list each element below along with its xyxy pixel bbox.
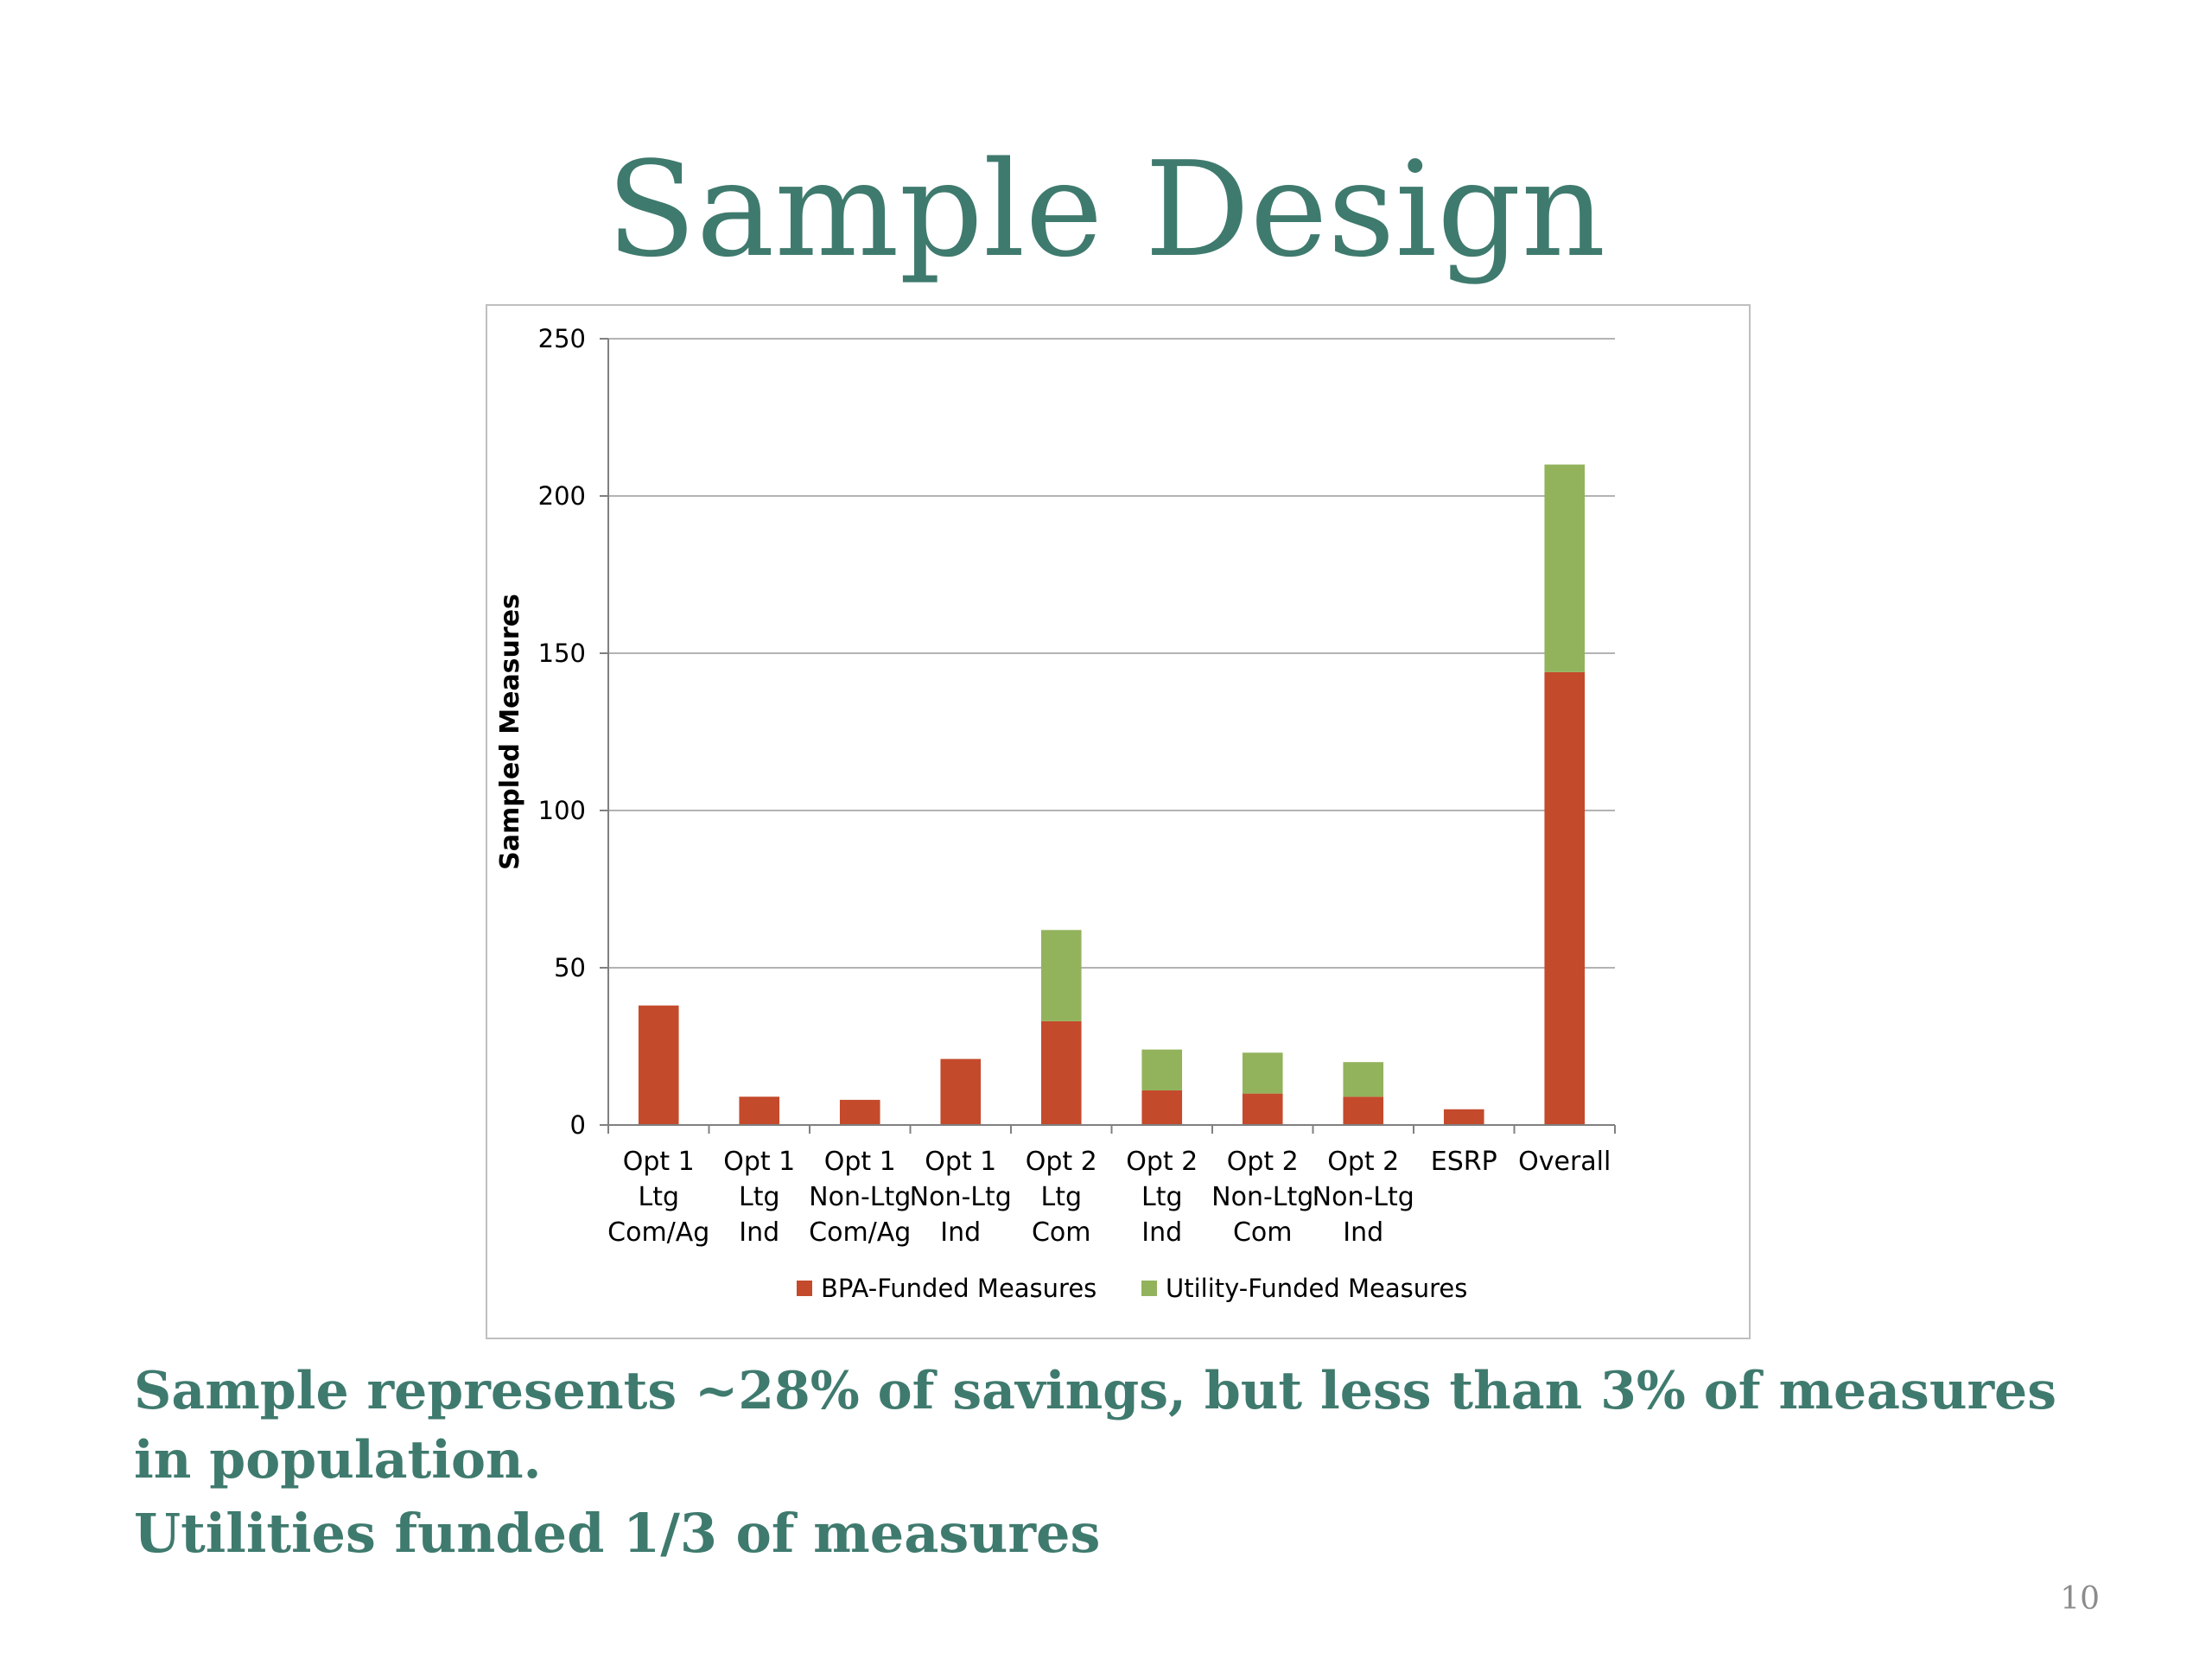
bar-bpa-funded xyxy=(739,1096,780,1125)
bar-bpa-funded xyxy=(1343,1096,1384,1125)
x-tick-label: Opt 2 xyxy=(1227,1147,1299,1177)
x-tick-label: Opt 2 xyxy=(1327,1147,1399,1177)
x-tick-label: Non-Ltg xyxy=(1313,1182,1414,1212)
bar-bpa-funded xyxy=(839,1099,880,1125)
x-tick-label: Non-Ltg xyxy=(809,1182,911,1212)
bar-bpa-funded xyxy=(1242,1093,1283,1125)
x-tick-label: Ind xyxy=(940,1217,981,1248)
legend-label-bpa: BPA-Funded Measures xyxy=(821,1274,1096,1303)
y-tick-label: 100 xyxy=(538,796,586,825)
bar-utility-funded xyxy=(1040,930,1082,1021)
chart-frame: 0 50 100 150 200 250 Opt 1 Ltg Com/Ag Opt 1 Ltg In… xyxy=(486,304,1751,1339)
bar-utility-funded xyxy=(1343,1062,1384,1097)
caption-savings: Sample represents ~28% of savings, but l… xyxy=(134,1361,2057,1491)
y-tick-label: 150 xyxy=(538,639,586,668)
bar-bpa-funded xyxy=(638,1005,679,1125)
y-tick-label: 250 xyxy=(538,324,586,353)
x-tick-label: Non-Ltg xyxy=(1211,1182,1313,1212)
x-tick-label: Com/Ag xyxy=(607,1217,709,1248)
x-tick-label: Com xyxy=(1233,1217,1293,1248)
legend-swatch-utility xyxy=(1141,1281,1157,1296)
x-tick-labels: Opt 1 Ltg Com/Ag Opt 1 Ltg Ind Opt 1 Non-Ltg Com… xyxy=(607,1147,1611,1248)
caption-utilities: Utilities funded 1/3 of measures xyxy=(134,1502,1101,1565)
x-tick-label: Opt 1 xyxy=(824,1147,896,1177)
bar-bpa-funded xyxy=(940,1058,982,1125)
bar-utility-funded xyxy=(1544,464,1586,672)
x-tick-label: ESRP xyxy=(1431,1147,1497,1177)
bar-utility-funded xyxy=(1141,1049,1183,1090)
y-tick-label: 200 xyxy=(538,481,586,511)
bar-chart: 0 50 100 150 200 250 Opt 1 Ltg Com/Ag Opt 1 Ltg In… xyxy=(495,324,1616,1303)
x-tick-label: Opt 1 xyxy=(925,1147,996,1177)
bar-bpa-funded xyxy=(1141,1090,1183,1125)
y-tick-labels: 0 50 100 150 200 250 xyxy=(538,324,586,1140)
x-tick-label: Opt 2 xyxy=(1026,1147,1097,1177)
y-tick-label: 50 xyxy=(554,953,586,982)
bar-bpa-funded xyxy=(1544,671,1586,1125)
legend: BPA-Funded Measures Utility-Funded Measur… xyxy=(797,1274,1467,1303)
x-tick-label: Ltg xyxy=(1040,1182,1082,1212)
legend-label-utility: Utility-Funded Measures xyxy=(1166,1274,1467,1303)
x-tick-label: Com/Ag xyxy=(809,1217,911,1248)
page-number: 10 xyxy=(2060,1581,2100,1617)
y-axis-title: Sampled Measures xyxy=(495,594,525,870)
x-tick-label: Com xyxy=(1032,1217,1091,1248)
slide-title: Sample Design xyxy=(606,133,1606,286)
y-axis-title: Sampled Measures xyxy=(495,594,525,870)
bar-utility-funded xyxy=(1242,1052,1283,1094)
x-tick-label: Ltg xyxy=(739,1182,780,1212)
x-tick-label: Opt 2 xyxy=(1126,1147,1198,1177)
bars xyxy=(638,464,1586,1125)
x-tick-label: Non-Ltg xyxy=(910,1182,1012,1212)
x-tick-label: Ltg xyxy=(638,1182,679,1212)
y-tick-label: 0 xyxy=(570,1110,586,1140)
x-tick-label: Overall xyxy=(1518,1147,1611,1177)
gridlines xyxy=(608,338,1615,969)
axes xyxy=(600,338,1616,1134)
x-tick-label: Opt 1 xyxy=(623,1147,695,1177)
x-tick-label: Ind xyxy=(1141,1217,1182,1248)
x-tick-label: Ind xyxy=(739,1217,779,1248)
legend-swatch-bpa xyxy=(797,1281,812,1296)
x-tick-label: Ind xyxy=(1343,1217,1383,1248)
bar-bpa-funded xyxy=(1040,1020,1082,1125)
bar-bpa-funded xyxy=(1443,1109,1484,1125)
x-tick-label: Opt 1 xyxy=(723,1147,795,1177)
x-tick-label: Ltg xyxy=(1141,1182,1183,1212)
